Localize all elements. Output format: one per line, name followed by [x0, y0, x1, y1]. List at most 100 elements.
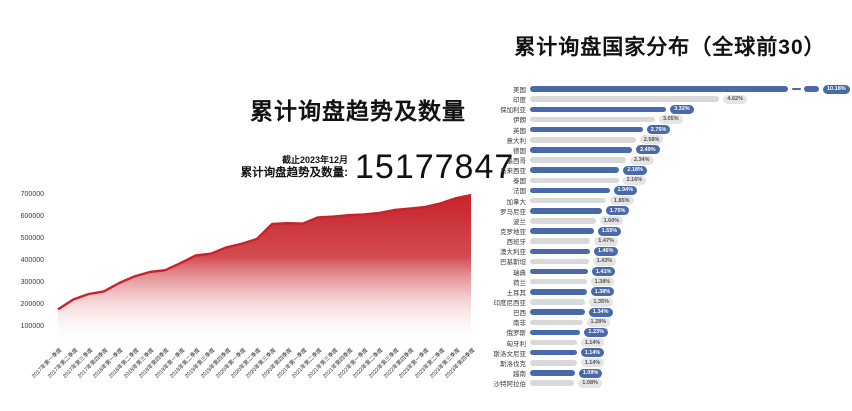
- bar-row: 加拿大 1.85%: [470, 196, 850, 206]
- country-label: 匈牙利: [506, 340, 527, 348]
- country-bar-chart: 美国 10.18% 印度 4.62% 保加利亚 3.32% 伊朗 3.05% 英国 2.75% 意大…: [470, 84, 850, 388]
- country-bar: [530, 238, 591, 244]
- country-bar: [530, 289, 587, 295]
- value-badge: 1.08%: [578, 378, 602, 388]
- country-label: 波兰: [513, 218, 526, 226]
- bar-row: 瑞典 1.41%: [470, 267, 850, 277]
- bar-row: 沙特阿拉伯 1.08%: [470, 378, 850, 388]
- country-label: 巴基斯坦: [500, 259, 526, 267]
- country-label: 德国: [513, 147, 526, 155]
- country-label: 俄罗斯: [506, 330, 527, 338]
- country-label: 印度尼西亚: [493, 300, 527, 308]
- stat-label: 累计询盘趋势及数量:: [240, 167, 348, 179]
- bar-row: 南非 1.28%: [470, 317, 850, 327]
- bar-row: 法国 1.94%: [470, 185, 850, 195]
- bar-row: 美国 10.18%: [470, 84, 850, 94]
- y-tick-label: 600000: [20, 213, 44, 220]
- country-label: 保加利亚: [500, 107, 526, 115]
- country-label: 斯洛文尼亚: [493, 350, 527, 358]
- axis-break-dash: [792, 88, 801, 91]
- bar-row: 伊朗 3.05%: [470, 114, 850, 124]
- country-bar: [530, 349, 577, 356]
- value-badge: 1.55%: [597, 226, 622, 236]
- value-badge: 1.14%: [580, 358, 605, 368]
- country-label: 南非: [513, 320, 526, 328]
- country-bar: [530, 126, 643, 133]
- country-bar: [530, 248, 590, 255]
- area-fill: [58, 195, 471, 349]
- value-badge: 4.62%: [723, 94, 747, 104]
- bar-row: 匈牙利 1.14%: [470, 338, 850, 348]
- value-badge: 1.41%: [591, 267, 616, 277]
- value-badge: 10.18%: [823, 84, 850, 94]
- area-chart-y-axis: 100000 200000 300000 400000 500000 600000 7000…: [2, 184, 46, 356]
- country-bar: [530, 96, 720, 102]
- value-badge: 1.23%: [584, 327, 608, 337]
- y-tick-label: 200000: [20, 301, 44, 308]
- value-badge: 1.14%: [580, 348, 605, 358]
- bar-row: 土耳其 1.38%: [470, 287, 850, 297]
- value-badge: 1.35%: [589, 297, 613, 307]
- as-of-date-note: 截止2023年12月: [281, 155, 348, 165]
- bar-row: 荷兰 1.38%: [470, 277, 850, 287]
- country-label: 瑞典: [513, 269, 526, 277]
- bar-row: 印度 4.62%: [470, 94, 850, 104]
- country-label: 土耳其: [506, 289, 527, 297]
- country-label: 斯洛伐克: [500, 360, 526, 368]
- country-label: 西班牙: [506, 239, 527, 247]
- value-badge: 1.46%: [593, 246, 618, 256]
- cumulative-inquiry-count: 15177847: [355, 148, 515, 186]
- bar-row: 俄罗斯 1.23%: [470, 327, 850, 337]
- bar-row: 保加利亚 3.32%: [470, 104, 850, 114]
- country-bar: [530, 116, 655, 123]
- country-bar: [530, 299, 586, 305]
- country-bar: [530, 228, 594, 234]
- bar-row: 印度尼西亚 1.35%: [470, 297, 850, 307]
- value-badge: 1.38%: [590, 277, 615, 287]
- value-badge: 1.47%: [594, 236, 618, 246]
- country-bar: [530, 370, 575, 376]
- value-badge: 2.34%: [629, 155, 654, 165]
- bar-row: 斯洛文尼亚 1.14%: [470, 348, 850, 358]
- country-label: 美国: [513, 87, 526, 95]
- value-badge: 1.38%: [590, 287, 615, 297]
- country-bar: [530, 319, 583, 326]
- country-bar: [530, 218, 596, 224]
- country-bar: [530, 106, 667, 113]
- country-bar: [530, 339, 577, 346]
- axis-break-segment: [804, 86, 819, 92]
- bar-row: 英国 2.75%: [470, 125, 850, 135]
- country-label: 荷兰: [513, 279, 526, 287]
- value-badge: 2.58%: [639, 135, 664, 145]
- bar-row: 墨西哥 2.34%: [470, 155, 850, 165]
- value-badge: 1.43%: [592, 256, 617, 266]
- bar-row: 西班牙 1.47%: [470, 236, 850, 246]
- bar-row: 罗马尼亚 1.75%: [470, 206, 850, 216]
- country-label: 巴西: [513, 310, 526, 318]
- country-label: 马来西亚: [500, 168, 526, 176]
- bar-row: 越南 1.09%: [470, 368, 850, 378]
- value-badge: 1.09%: [578, 368, 603, 378]
- value-badge: 2.18%: [623, 165, 647, 175]
- country-bar: [530, 360, 577, 366]
- value-badge: 1.60%: [599, 216, 624, 226]
- country-label: 澳大利亚: [500, 249, 526, 257]
- country-bar: [530, 157, 626, 163]
- right-chart-title: 累计询盘国家分布（全球前30）: [514, 36, 826, 59]
- country-label: 克罗地亚: [500, 229, 526, 237]
- value-badge: 1.14%: [580, 338, 605, 348]
- country-bar: [530, 147, 633, 153]
- country-bar: [530, 177, 619, 184]
- y-tick-label: 100000: [20, 323, 44, 330]
- bar-row: 波兰 1.60%: [470, 216, 850, 226]
- value-badge: 2.49%: [636, 145, 660, 155]
- country-bar: [530, 329, 581, 336]
- cumulative-stat-block: 截止2023年12月 累计询盘趋势及数量: 15177847: [230, 150, 514, 184]
- country-bar: [530, 197, 606, 204]
- country-bar: [530, 86, 788, 92]
- bar-row: 斯洛伐克 1.14%: [470, 358, 850, 368]
- country-label: 印度: [513, 97, 526, 105]
- country-label: 越南: [513, 371, 526, 378]
- country-bar: [530, 309, 585, 315]
- country-label: 泰国: [513, 178, 526, 186]
